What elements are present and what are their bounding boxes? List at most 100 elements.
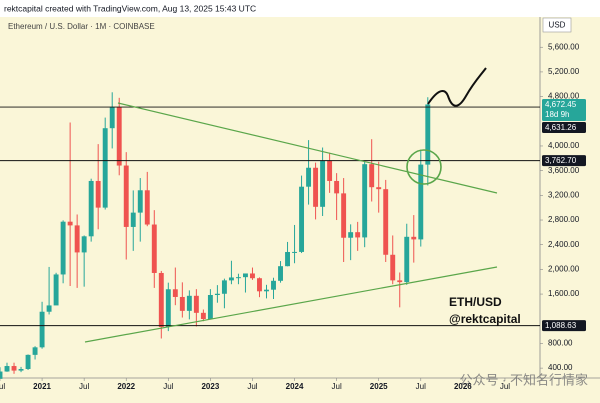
price-label-box — [542, 98, 586, 121]
drawings — [84, 67, 498, 343]
candle-body — [425, 104, 431, 165]
x-tick-label: 2025 — [370, 382, 388, 391]
breakout-circle — [406, 149, 442, 185]
candle-body — [313, 167, 319, 207]
candle-body — [158, 272, 164, 327]
candle-body — [46, 305, 52, 312]
candle-body — [74, 225, 80, 253]
candle-body — [39, 311, 45, 348]
candle-body — [81, 236, 87, 253]
candle-body — [88, 180, 94, 237]
x-tick-label: Jul — [79, 382, 89, 391]
y-tick-label: 3,600.00 — [548, 166, 580, 175]
y-tick-label: 800.00 — [548, 339, 573, 348]
candle-body — [355, 232, 361, 238]
candle-body — [67, 221, 73, 226]
countdown: 18d 9h — [545, 110, 569, 119]
x-tick-label: 2021 — [33, 382, 51, 391]
candle-body — [123, 165, 129, 227]
candle-body — [200, 312, 206, 320]
candle-body — [257, 278, 262, 292]
price-label: 1,088.63 — [545, 321, 577, 330]
x-tick-label: 2022 — [117, 382, 135, 391]
candle-body — [299, 186, 305, 252]
candle-body — [348, 232, 354, 238]
candle-body — [334, 180, 340, 194]
candle-body — [235, 277, 241, 279]
annotation: @rektcapital — [449, 312, 521, 326]
candle-body — [250, 273, 255, 279]
candle-body — [0, 371, 3, 379]
candle-body — [306, 167, 312, 187]
candle-body — [165, 289, 171, 327]
y-tick-label: 400.00 — [548, 363, 573, 372]
x-tick-label: Jul — [0, 382, 5, 391]
annotation: ETH/USD — [449, 295, 502, 309]
x-tick-label: 2024 — [286, 382, 304, 391]
candle-body — [411, 236, 417, 240]
candle-body — [404, 236, 410, 283]
candle-body — [285, 251, 290, 267]
ascending-trendline — [84, 266, 498, 343]
candle-body — [341, 193, 347, 238]
y-tick-label: 2,400.00 — [548, 240, 580, 249]
candle-body — [151, 224, 157, 273]
descending-trendline — [117, 102, 498, 194]
candle-body — [25, 354, 31, 369]
candle-body — [32, 347, 38, 355]
candle-body — [179, 296, 185, 311]
candle-body — [264, 289, 269, 292]
x-tick-label: Jul — [332, 382, 342, 391]
candle-body — [369, 164, 375, 188]
y-tick-label: 5,200.00 — [548, 67, 580, 76]
candle-body — [214, 293, 220, 296]
price-label-box — [542, 155, 586, 167]
x-tick-label: Jul — [416, 382, 426, 391]
candle-body — [327, 160, 333, 181]
candle-body — [390, 254, 396, 281]
candle-body — [292, 251, 297, 253]
candle-body — [53, 274, 59, 306]
candle-body — [397, 280, 403, 283]
currency-box — [542, 17, 572, 33]
candle-body — [186, 295, 192, 311]
candle-body — [221, 280, 227, 294]
price-label-box — [542, 320, 586, 332]
header-title: rektcapital created with TradingView.com… — [4, 3, 256, 13]
candle-body — [193, 295, 199, 313]
candle-body — [116, 107, 122, 166]
symbol-info: Ethereum / U.S. Dollar · 1M · COINBASE — [8, 22, 155, 31]
price-label: 3,762.70 — [545, 156, 577, 165]
y-tick-label: 4,000.00 — [548, 141, 580, 150]
price-label: 4,672.45 — [545, 100, 577, 109]
candle-body — [278, 266, 283, 281]
candle-body — [207, 295, 213, 320]
candle-body — [418, 164, 424, 240]
candle-body — [362, 164, 368, 238]
candle-body — [271, 280, 276, 290]
candle-body — [243, 273, 248, 278]
candle-body — [130, 212, 136, 227]
price-label-box — [542, 121, 586, 133]
candle-body — [137, 190, 143, 213]
candle-body — [172, 289, 178, 297]
y-tick-label: 5,600.00 — [548, 42, 580, 51]
projection-squiggle — [427, 67, 487, 107]
y-tick-label: 2,800.00 — [548, 215, 580, 224]
candle-body — [376, 187, 382, 190]
currency: USD — [549, 21, 566, 30]
header-bar — [0, 0, 600, 17]
x-tick-label: Jul — [247, 382, 257, 391]
x-tick-label: Jul — [500, 382, 510, 391]
marks — [0, 92, 540, 379]
y-tick-label: 3,200.00 — [548, 190, 580, 199]
candle-body — [144, 190, 150, 225]
candle-body — [11, 366, 17, 371]
watermark: 公众号 · 不知名行情家 — [459, 372, 588, 387]
y-tick-label: 2,000.00 — [548, 265, 580, 274]
candle-body — [4, 366, 10, 372]
candle-body — [18, 368, 24, 371]
candle-body — [102, 128, 108, 208]
